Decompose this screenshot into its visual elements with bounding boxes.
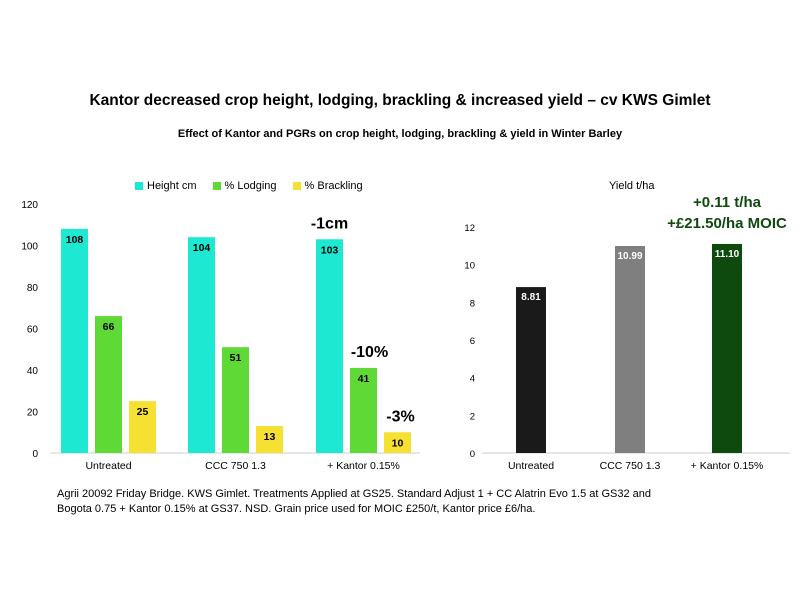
bar — [188, 237, 215, 453]
x-tick-label: CCC 750 1.3 — [600, 460, 661, 472]
legend-swatch-brackling — [292, 182, 301, 190]
bar-value-label: 41 — [358, 373, 370, 385]
x-tick-label: Untreated — [508, 460, 554, 472]
bar — [350, 367, 377, 453]
bar-value-label: 104 — [193, 242, 211, 254]
bar-value-label: 11.10 — [715, 249, 740, 260]
y-tick-label: 100 — [21, 242, 38, 253]
bar — [316, 239, 343, 453]
annotation-label: -1cm — [311, 215, 348, 232]
bar-value-label: 66 — [103, 321, 115, 333]
legend-item-brackling: % Brackling — [292, 180, 363, 192]
bar — [384, 432, 411, 453]
bar-value-label: 8.81 — [521, 292, 541, 303]
legend-item-lodging: % Lodging — [212, 180, 277, 192]
chart-title: Kantor decreased crop height, lodging, b… — [89, 92, 711, 109]
bar — [61, 228, 88, 453]
y-tick-label: 6 — [470, 336, 475, 347]
bar-value-label: 108 — [66, 234, 84, 246]
y-tick-label: 4 — [470, 374, 475, 385]
y-tick-label: 60 — [27, 325, 39, 336]
x-tick-label: + Kantor 0.15% — [327, 460, 400, 472]
chart-subtitle: Effect of Kantor and PGRs on crop height… — [177, 128, 623, 140]
y-tick-label: 40 — [27, 366, 39, 377]
x-tick-label: + Kantor 0.15% — [691, 460, 764, 472]
legend-swatch-height — [135, 182, 143, 190]
bar-value-label: 13 — [264, 431, 276, 443]
y-tick-label: 20 — [27, 408, 39, 419]
bar-value-label: 51 — [230, 352, 242, 364]
legend-label-brackling: % Brackling — [304, 180, 363, 192]
annotation-label: -10% — [351, 344, 388, 361]
y-tick-label: 0 — [32, 449, 38, 460]
y-tick-label: 120 — [21, 200, 38, 211]
footnote: Agrii 20092 Friday Bridge. KWS Gimlet. T… — [57, 488, 652, 515]
legend-label-lodging: % Lodging — [224, 180, 277, 192]
x-tick-label: Untreated — [85, 460, 131, 472]
y-tick-label: 80 — [27, 283, 39, 294]
bar-value-label: 103 — [321, 244, 339, 256]
y-tick-label: 0 — [470, 449, 475, 460]
legend: Height cm % Lodging % Brackling — [135, 180, 363, 192]
bar — [712, 243, 742, 453]
bar — [615, 246, 645, 453]
bar — [516, 287, 546, 453]
bar-value-label: 25 — [137, 406, 149, 418]
legend-swatch-lodging — [212, 182, 221, 190]
bar — [256, 426, 283, 453]
bar-value-label: 10 — [392, 437, 404, 449]
annotation-label: +0.11 t/ha — [693, 194, 762, 211]
x-tick-label: CCC 750 1.3 — [205, 460, 266, 472]
annotation-label: +£21.50/ha MOIC — [667, 215, 787, 232]
annotation-label: -3% — [386, 408, 414, 425]
y-tick-label: 8 — [470, 298, 475, 309]
y-tick-label: 2 — [470, 411, 475, 422]
y-tick-label: 10 — [464, 261, 475, 272]
bar — [95, 316, 122, 453]
yield-axis-label: Yield t/ha — [609, 180, 655, 192]
bar — [129, 401, 156, 453]
bar — [222, 347, 249, 453]
legend-label-height: Height cm — [147, 180, 197, 192]
bar-value-label: 10.99 — [617, 251, 642, 262]
legend-item-height: Height cm — [135, 180, 197, 192]
y-tick-label: 12 — [464, 223, 475, 234]
